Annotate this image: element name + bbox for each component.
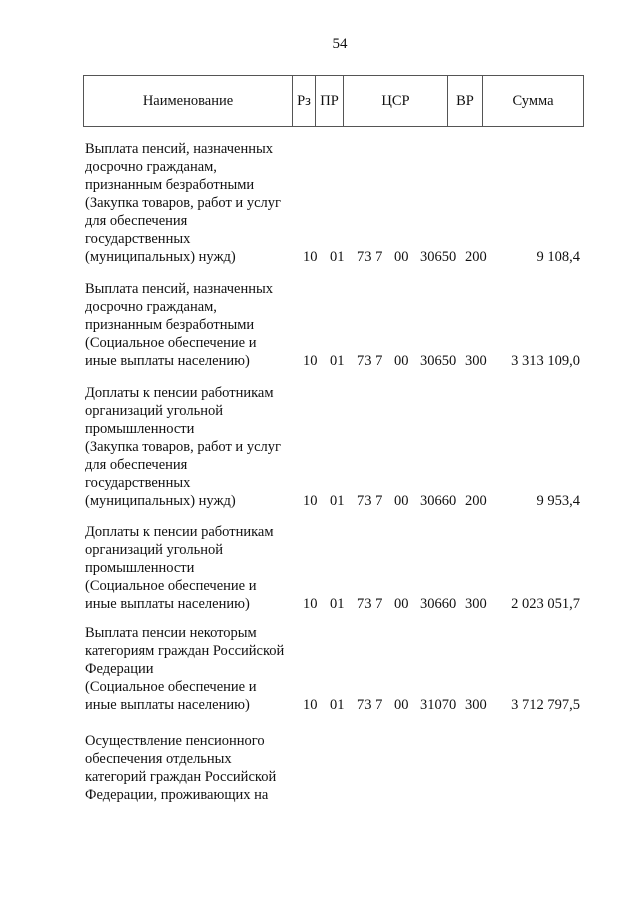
cell-csr1: 73 7	[357, 249, 383, 265]
cell-rz: 10	[303, 697, 318, 713]
row-name: Выплата пенсии некоторым категориям граж…	[85, 625, 285, 713]
cell-sum: 2 023 051,7	[511, 596, 580, 612]
cell-rz: 10	[303, 353, 318, 369]
cell-rz: 10	[303, 493, 318, 509]
cell-csr2: 00	[394, 493, 409, 509]
cell-csr1: 73 7	[357, 697, 383, 713]
cell-vr: 300	[465, 596, 487, 612]
cell-vr: 200	[465, 249, 487, 265]
row-name: Доплаты к пенсии работникам организаций …	[85, 524, 274, 612]
cell-csr1: 73 7	[357, 353, 383, 369]
page-number: 54	[332, 36, 348, 52]
cell-sum: 3 712 797,5	[511, 697, 580, 713]
row-codes: 10 01 73 7 00 30650 200 9 108,4	[85, 248, 605, 266]
cell-vr: 300	[465, 353, 487, 369]
cell-pr: 01	[330, 353, 345, 369]
row-codes: 10 01 73 7 00 30650 300 3 313 109,0	[85, 352, 605, 370]
cell-csr2: 00	[394, 596, 409, 612]
table-row: Доплаты к пенсии работникам организаций …	[85, 523, 605, 613]
row-codes: 10 01 73 7 00 31070 300 3 712 797,5	[85, 696, 605, 714]
cell-rz: 10	[303, 596, 318, 612]
cell-csr3: 30650	[420, 249, 457, 265]
cell-csr3: 31070	[420, 697, 457, 713]
cell-rz: 10	[303, 249, 318, 265]
table-row: Осуществление пенсионного обеспечения от…	[85, 732, 605, 804]
cell-sum: 3 313 109,0	[511, 353, 580, 369]
row-codes: 10 01 73 7 00 30660 300 2 023 051,7	[85, 595, 605, 613]
cell-csr2: 00	[394, 249, 409, 265]
table-row: Выплата пенсии некоторым категориям граж…	[85, 624, 605, 714]
table-row: Выплата пенсий, назначенных досрочно гра…	[85, 280, 605, 370]
row-name: Доплаты к пенсии работникам организаций …	[85, 385, 281, 509]
cell-vr: 200	[465, 493, 487, 509]
row-codes: 10 01 73 7 00 30660 200 9 953,4	[85, 492, 605, 510]
cell-pr: 01	[330, 249, 345, 265]
cell-sum: 9 108,4	[536, 249, 581, 265]
header-sum: Сумма	[512, 92, 554, 109]
cell-csr2: 00	[394, 353, 409, 369]
row-name: Выплата пенсий, назначенных досрочно гра…	[85, 141, 281, 265]
cell-pr: 01	[330, 596, 345, 612]
table-row: Выплата пенсий, назначенных досрочно гра…	[85, 140, 605, 266]
cell-pr: 01	[330, 493, 345, 509]
cell-pr: 01	[330, 697, 345, 713]
cell-csr3: 30660	[420, 493, 457, 509]
row-name: Выплата пенсий, назначенных досрочно гра…	[85, 281, 273, 369]
cell-csr1: 73 7	[357, 596, 383, 612]
cell-csr1: 73 7	[357, 493, 383, 509]
header-name: Наименование	[84, 76, 293, 126]
cell-csr3: 30660	[420, 596, 457, 612]
header-csr: ЦСР	[344, 76, 448, 126]
cell-csr3: 30650	[420, 353, 457, 369]
header-rz: Рз	[293, 76, 316, 126]
table-row: Доплаты к пенсии работникам организаций …	[85, 384, 605, 510]
header-pr: ПР	[316, 76, 344, 126]
table-header: Наименование Рз ПР ЦСР ВР Сумма	[83, 75, 584, 127]
cell-vr: 300	[465, 697, 487, 713]
cell-sum: 9 953,4	[536, 493, 581, 509]
header-vr: ВР	[448, 76, 483, 126]
row-name: Осуществление пенсионного обеспечения от…	[85, 733, 277, 803]
cell-csr2: 00	[394, 697, 409, 713]
